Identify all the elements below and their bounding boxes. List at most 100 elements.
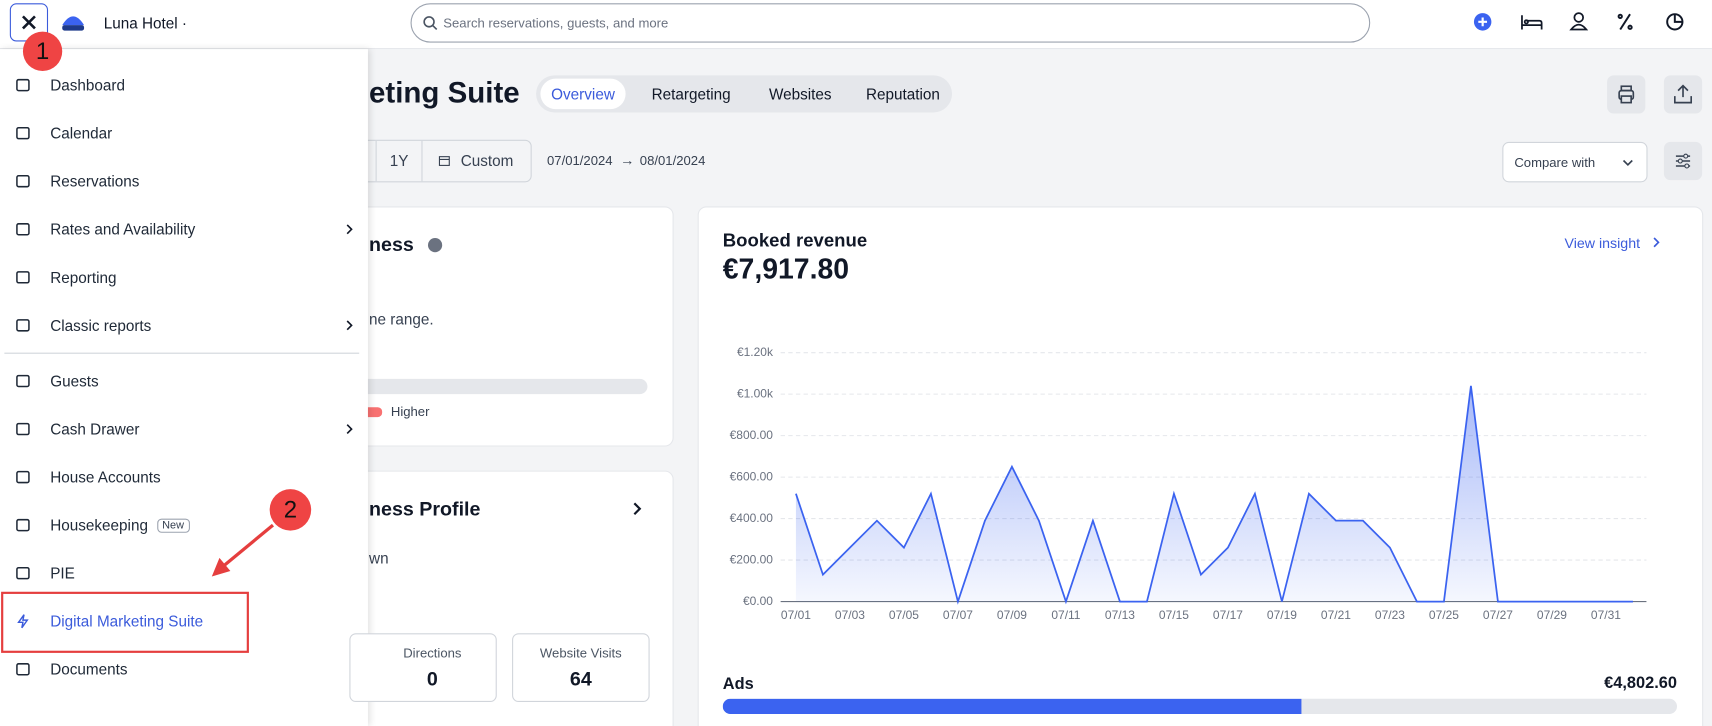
menu-icon <box>16 126 30 140</box>
chevron-right <box>346 424 353 435</box>
glyph <box>16 663 30 676</box>
card-text: ne range. <box>369 310 434 328</box>
print-icon <box>1618 85 1635 104</box>
marker-label: 1 <box>36 38 49 65</box>
menu-item[interactable]: Housekeeping New <box>50 514 190 536</box>
help-icon[interactable] <box>427 238 443 253</box>
menu-item[interactable]: Classic reports <box>50 314 151 336</box>
print-button[interactable] <box>1607 75 1646 114</box>
menu-icon <box>16 663 30 676</box>
tab[interactable]: Websites <box>768 85 832 103</box>
menu-item[interactable]: Cash Drawer <box>50 418 139 440</box>
stat-label: Website Visits <box>539 645 622 661</box>
chevron <box>346 424 353 435</box>
chart-title: Booked revenue <box>722 230 868 252</box>
menu-icon <box>16 422 30 436</box>
compare-select[interactable]: Compare with <box>1502 141 1648 183</box>
page-title: eting Suite <box>369 76 520 110</box>
card-text: wn <box>369 549 389 567</box>
menu-label: House Accounts <box>50 468 161 486</box>
chevron <box>346 224 353 235</box>
glyph <box>16 470 30 484</box>
view-insight-link[interactable]: View insight <box>1564 234 1641 252</box>
tab[interactable]: Retargeting <box>651 85 731 103</box>
x-tick-label: 07/05 <box>889 608 919 622</box>
menu-icon <box>16 319 30 332</box>
menu-separator <box>4 352 360 354</box>
menu-label: PIE <box>50 564 75 582</box>
glyph <box>16 518 30 532</box>
menu-item[interactable]: Rates and Availability <box>50 218 195 240</box>
filter-button[interactable] <box>1663 141 1703 181</box>
compare-label: Compare with <box>1514 155 1596 171</box>
rooms-icon[interactable] <box>1521 15 1543 30</box>
y-tick-label: €800.00 <box>730 428 774 442</box>
menu-item[interactable]: Guests <box>50 370 98 392</box>
search-box[interactable]: Search reservations, guests, and more <box>410 3 1371 43</box>
search-placeholder: Search reservations, guests, and more <box>443 15 669 31</box>
menu-item[interactable]: Reporting <box>50 266 116 288</box>
tab[interactable]: Overview <box>540 78 626 110</box>
percent-icon[interactable] <box>1617 13 1633 31</box>
card-title: ness <box>369 233 414 256</box>
menu-label: Dashboard <box>50 76 126 94</box>
x-tick-label: 07/31 <box>1591 608 1621 622</box>
menu-item[interactable]: Calendar <box>50 122 112 144</box>
date-from: 07/01/2024 <box>546 152 613 169</box>
card-title: ness Profile <box>369 497 481 520</box>
bolt <box>17 614 29 629</box>
menu-label: Rates and Availability <box>50 220 196 239</box>
chart-card <box>697 206 1704 726</box>
x-tick-label: 07/25 <box>1429 608 1459 622</box>
tab[interactable]: Reputation <box>865 85 940 103</box>
user-icon[interactable] <box>1569 12 1589 31</box>
x-tick-label: 07/03 <box>835 608 865 622</box>
pie-icon[interactable] <box>1666 13 1684 31</box>
menu-label: Calendar <box>50 124 113 142</box>
y-tick-label: €400.00 <box>730 511 774 525</box>
glyph <box>16 374 30 388</box>
range-divider <box>421 140 423 182</box>
range-1y[interactable]: 1Y <box>389 151 409 170</box>
hotel-name[interactable]: Luna Hotel · <box>103 14 188 32</box>
ads-track <box>722 698 1678 715</box>
export-button[interactable] <box>1663 75 1703 114</box>
chevron <box>346 320 353 331</box>
top-bar: Luna Hotel · Search reservations, guests… <box>0 0 1712 50</box>
export-icon <box>1674 84 1693 104</box>
menu-icon <box>16 78 30 92</box>
menu-label: Guests <box>50 372 99 390</box>
chevron-right <box>1653 237 1660 248</box>
menu-icon <box>16 175 30 188</box>
menu-label: Documents <box>50 660 128 679</box>
area <box>795 385 1633 602</box>
chevron-right <box>633 502 642 516</box>
y-tick-label: €1.20k <box>737 345 774 359</box>
y-tick-label: €200.00 <box>730 552 774 566</box>
highlight-box <box>1 591 249 653</box>
menu-item[interactable]: Dashboard <box>50 74 125 96</box>
menu-label: Cash Drawer <box>50 420 140 438</box>
glyph <box>16 566 30 580</box>
progress-track <box>360 378 648 395</box>
card <box>349 206 674 447</box>
stat-box: Website Visits 64 <box>512 633 650 703</box>
range-group <box>349 139 532 183</box>
calendar-icon <box>438 156 450 166</box>
header-icons <box>1473 12 1684 31</box>
menu-item[interactable]: Digital Marketing Suite <box>50 610 203 632</box>
range-custom[interactable]: Custom <box>460 151 514 170</box>
glyph <box>16 223 30 236</box>
menu-item[interactable]: Documents <box>50 658 127 680</box>
menu-item[interactable]: PIE <box>50 562 75 584</box>
menu-item[interactable]: House Accounts <box>50 466 160 488</box>
x-tick-label: 07/01 <box>781 608 811 622</box>
menu-item[interactable]: Reservations <box>50 170 139 192</box>
chevron-right <box>346 224 353 235</box>
sidebar: Dashboard Calendar Reservations Rates and A… <box>0 49 368 726</box>
glyph <box>16 319 30 332</box>
x-tick-label: 07/23 <box>1375 608 1405 622</box>
